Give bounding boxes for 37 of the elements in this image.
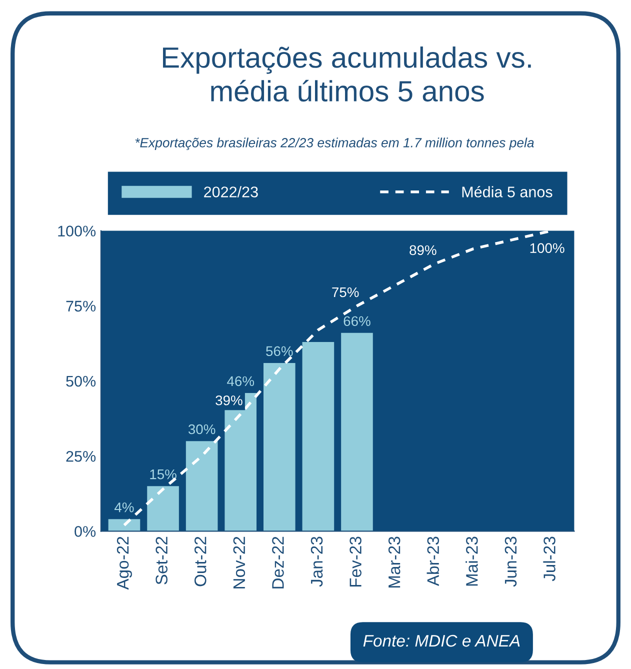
- x-tick-label: Jan-23: [310, 536, 323, 587]
- bar: [263, 362, 296, 532]
- x-tick-label: Jun-23: [504, 536, 517, 587]
- data-label: 46%: [227, 376, 254, 386]
- x-tick-label: Out-22: [194, 536, 206, 586]
- x-tick-label: Mar-23: [388, 536, 400, 588]
- source-note: Fonte: MDIC e ANEA: [363, 634, 520, 647]
- data-label: 66%: [344, 316, 370, 326]
- data-label: 30%: [188, 424, 216, 434]
- x-tick-label: Mai-23: [466, 536, 478, 586]
- data-label: 75%: [332, 287, 359, 298]
- y-tick-label: 25%: [66, 450, 96, 462]
- x-tick-label: Set-22: [156, 536, 168, 584]
- data-label: 56%: [266, 346, 293, 356]
- x-tick-label: Fev-23: [350, 536, 362, 587]
- data-label: 15%: [150, 469, 176, 480]
- x-tick-label: Dez-22: [272, 536, 284, 588]
- x-tick-label: Nov-22: [233, 536, 246, 588]
- bar: [302, 342, 334, 532]
- x-tick-label: Jul-23: [543, 536, 556, 582]
- bar: [341, 332, 373, 532]
- y-tick-label: 100%: [58, 226, 96, 236]
- x-tick-label: Ago-22: [116, 536, 132, 590]
- y-tick-label: 0%: [74, 526, 96, 537]
- chart-subtitle: *Exportações brasileiras 22/23 estimadas em 1.7 million tonnes pela: [135, 138, 534, 150]
- data-label: 39%: [216, 395, 242, 406]
- chart-title: Exportações acumuladas vs. média últimos 5 anos: [163, 46, 531, 102]
- data-label: 89%: [410, 245, 436, 256]
- data-label: 100%: [530, 243, 564, 254]
- legend-label: 2022/23: [204, 186, 258, 198]
- data-label: 4%: [114, 502, 134, 512]
- bar: [186, 441, 218, 532]
- x-tick-label: Abr-23: [426, 536, 440, 586]
- y-tick-label: 50%: [66, 376, 96, 387]
- bar: [147, 486, 179, 532]
- y-tick-label: 75%: [66, 300, 96, 312]
- legend-label: Média 5 anos: [462, 186, 552, 198]
